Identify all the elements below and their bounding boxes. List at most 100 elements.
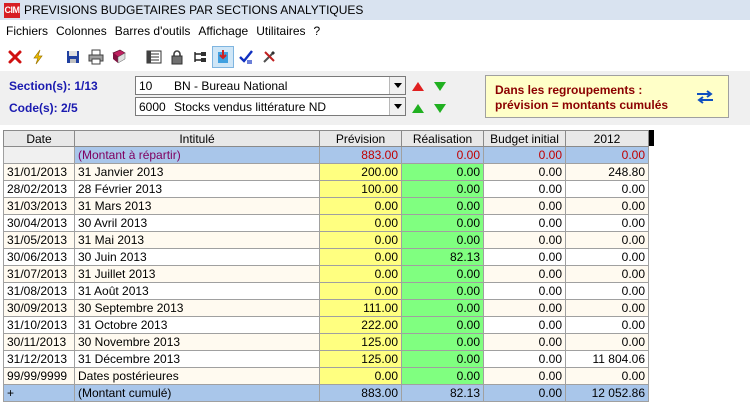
cell-date[interactable]: 30/11/2013 <box>3 333 75 351</box>
code-dropdown-button[interactable] <box>389 98 405 115</box>
cell-date[interactable]: 31/07/2013 <box>3 265 75 283</box>
cell-realisation[interactable]: 0.00 <box>401 163 484 181</box>
cell-prevision[interactable]: 100.00 <box>319 180 402 198</box>
table-row[interactable]: 31/07/2013 31 Juillet 2013 0.00 0.00 0.0… <box>3 265 649 283</box>
table-row[interactable]: 99/99/9999 Dates postérieures 0.00 0.00 … <box>3 367 649 385</box>
cell-2012[interactable]: 11 804.06 <box>565 350 649 368</box>
cell-2012[interactable]: 0.00 <box>565 282 649 300</box>
cell-realisation[interactable]: 0.00 <box>401 197 484 215</box>
cell-2012[interactable]: 0.00 <box>565 299 649 317</box>
cell-budget[interactable]: 0.00 <box>483 180 566 198</box>
cell-realisation[interactable]: 0.00 <box>401 367 484 385</box>
code-next-button[interactable] <box>433 102 447 114</box>
cell-budget[interactable]: 0.00 <box>483 367 566 385</box>
column-header-budget-initial[interactable]: Budget initial <box>483 130 566 147</box>
cell-2012[interactable]: 248.80 <box>565 163 649 181</box>
cell-label[interactable]: 31 Mai 2013 <box>74 231 320 249</box>
execute-button[interactable] <box>27 46 49 68</box>
cell-label[interactable]: 31 Décembre 2013 <box>74 350 320 368</box>
lock-button[interactable] <box>166 46 188 68</box>
cumulative-total-row[interactable]: + (Montant cumulé) 883.00 82.13 0.00 12 … <box>3 384 649 402</box>
table-row[interactable]: 31/10/2013 31 Octobre 2013 222.00 0.00 0… <box>3 316 649 334</box>
menu-barres-outils[interactable]: Barres d'outils <box>114 24 191 38</box>
cell-2012[interactable]: 0.00 <box>565 248 649 266</box>
column-header-date[interactable]: Date <box>3 130 75 147</box>
cell-budget[interactable]: 0.00 <box>483 197 566 215</box>
cell-budget[interactable]: 0.00 <box>483 316 566 334</box>
table-row[interactable]: 30/04/2013 30 Avril 2013 0.00 0.00 0.00 … <box>3 214 649 232</box>
validate-button[interactable] <box>235 46 257 68</box>
menu-fichiers[interactable]: Fichiers <box>6 24 49 38</box>
cell-date[interactable]: 30/04/2013 <box>3 214 75 232</box>
cell-prevision[interactable]: 0.00 <box>319 248 402 266</box>
tools-button[interactable] <box>258 46 280 68</box>
swap-button[interactable] <box>694 88 716 106</box>
cell-prevision[interactable]: 883.00 <box>319 384 402 402</box>
column-header-realisation[interactable]: Réalisation <box>401 130 484 147</box>
menu-help[interactable]: ? <box>313 24 321 38</box>
cell-2012[interactable]: 0.00 <box>565 197 649 215</box>
table-row[interactable]: 30/06/2013 30 Juin 2013 0.00 82.13 0.00 … <box>3 248 649 266</box>
cell-realisation[interactable]: 0.00 <box>401 299 484 317</box>
cell-label[interactable]: 30 Novembre 2013 <box>74 333 320 351</box>
cell-prevision[interactable]: 200.00 <box>319 163 402 181</box>
code-combo[interactable]: 6000 Stocks vendus littérature ND <box>135 97 406 116</box>
menu-affichage[interactable]: Affichage <box>198 24 249 38</box>
cell-2012[interactable]: 0.00 <box>565 367 649 385</box>
cell-date[interactable]: 31/12/2013 <box>3 350 75 368</box>
cell-realisation[interactable]: 0.00 <box>401 180 484 198</box>
cell-realisation[interactable]: 0.00 <box>401 282 484 300</box>
section-dropdown-button[interactable] <box>389 77 405 94</box>
cell-label[interactable]: (Montant à répartir) <box>74 146 320 164</box>
cell-prevision[interactable]: 0.00 <box>319 282 402 300</box>
table-row[interactable]: 28/02/2013 28 Février 2013 100.00 0.00 0… <box>3 180 649 198</box>
cell-label[interactable]: 28 Février 2013 <box>74 180 320 198</box>
cell-budget[interactable]: 0.00 <box>483 248 566 266</box>
cell-date[interactable]: 31/08/2013 <box>3 282 75 300</box>
cell-date[interactable]: 31/05/2013 <box>3 231 75 249</box>
book-button[interactable] <box>108 46 130 68</box>
cell-2012[interactable]: 0.00 <box>565 231 649 249</box>
cell-budget[interactable]: 0.00 <box>483 265 566 283</box>
table-row[interactable]: 30/11/2013 30 Novembre 2013 125.00 0.00 … <box>3 333 649 351</box>
cell-date[interactable] <box>3 146 75 164</box>
cell-budget[interactable]: 0.00 <box>483 214 566 232</box>
cell-budget[interactable]: 0.00 <box>483 231 566 249</box>
print-button[interactable] <box>85 46 107 68</box>
cell-date[interactable]: 31/01/2013 <box>3 163 75 181</box>
cell-2012[interactable]: 12 052.86 <box>565 384 649 402</box>
import-button[interactable] <box>212 46 234 68</box>
cell-label[interactable]: 30 Avril 2013 <box>74 214 320 232</box>
cell-date[interactable]: 28/02/2013 <box>3 180 75 198</box>
cell-2012[interactable]: 0.00 <box>565 265 649 283</box>
cell-label[interactable]: 31 Octobre 2013 <box>74 316 320 334</box>
cell-label[interactable]: 31 Juillet 2013 <box>74 265 320 283</box>
table-row[interactable]: 30/09/2013 30 Septembre 2013 111.00 0.00… <box>3 299 649 317</box>
cell-2012[interactable]: 0.00 <box>565 214 649 232</box>
save-button[interactable] <box>62 46 84 68</box>
cell-realisation[interactable]: 0.00 <box>401 214 484 232</box>
table-row[interactable]: 31/05/2013 31 Mai 2013 0.00 0.00 0.00 0.… <box>3 231 649 249</box>
cell-prevision[interactable]: 125.00 <box>319 350 402 368</box>
cell-prevision[interactable]: 0.00 <box>319 231 402 249</box>
list-view-button[interactable] <box>143 46 165 68</box>
cell-prevision[interactable]: 0.00 <box>319 265 402 283</box>
cell-prevision[interactable]: 0.00 <box>319 197 402 215</box>
menu-colonnes[interactable]: Colonnes <box>56 24 107 38</box>
menu-utilitaires[interactable]: Utilitaires <box>256 24 306 38</box>
cell-budget[interactable]: 0.00 <box>483 350 566 368</box>
cell-realisation[interactable]: 0.00 <box>401 316 484 334</box>
cell-realisation[interactable]: 0.00 <box>401 350 484 368</box>
table-row[interactable]: 31/03/2013 31 Mars 2013 0.00 0.00 0.00 0… <box>3 197 649 215</box>
cell-budget[interactable]: 0.00 <box>483 299 566 317</box>
cell-realisation[interactable]: 0.00 <box>401 265 484 283</box>
cell-date[interactable]: 30/09/2013 <box>3 299 75 317</box>
column-header-2012[interactable]: 2012 <box>565 130 649 147</box>
cell-date[interactable]: 99/99/9999 <box>3 367 75 385</box>
column-header-intitule[interactable]: Intitulé <box>74 130 320 147</box>
code-prev-button[interactable] <box>411 102 425 114</box>
cell-2012[interactable]: 0.00 <box>565 316 649 334</box>
table-row[interactable]: 31/01/2013 31 Janvier 2013 200.00 0.00 0… <box>3 163 649 181</box>
cell-label[interactable]: (Montant cumulé) <box>74 384 320 402</box>
cell-label[interactable]: Dates postérieures <box>74 367 320 385</box>
